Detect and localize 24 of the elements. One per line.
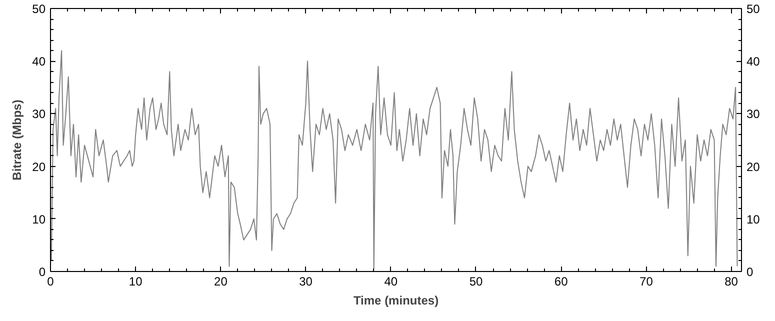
x-tick-label: 60 <box>554 274 568 288</box>
x-tick-label: 80 <box>724 274 738 288</box>
x-tick-label: 30 <box>299 274 313 288</box>
x-tick-label: 0 <box>47 274 54 288</box>
x-axis-title: Time (minutes) <box>353 294 439 308</box>
y-tick-label: 30 <box>32 107 46 122</box>
y-tick-label: 50 <box>32 2 46 16</box>
y2-tick-label: 30 <box>746 107 760 122</box>
y2-tick-label: 10 <box>746 212 760 226</box>
y2-tick-label: 0 <box>746 265 754 279</box>
y-tick-label: 10 <box>32 212 46 226</box>
x-tick-label: 70 <box>640 274 654 288</box>
x-tick-label: 20 <box>214 274 228 288</box>
y-tick-label: 40 <box>32 54 46 69</box>
x-tick-label: 50 <box>469 274 483 288</box>
x-tick-label: 40 <box>384 274 398 288</box>
y-tick-label: 20 <box>32 160 46 174</box>
y2-tick-label: 50 <box>746 2 760 16</box>
y2-tick-label: 40 <box>746 54 760 69</box>
y2-tick-label: 20 <box>746 160 760 174</box>
x-tick-label: 10 <box>128 274 143 288</box>
y-axis-title: Bitrate (Mbps) <box>10 100 24 180</box>
line-series <box>50 50 738 270</box>
y-tick-label: 0 <box>38 265 46 279</box>
